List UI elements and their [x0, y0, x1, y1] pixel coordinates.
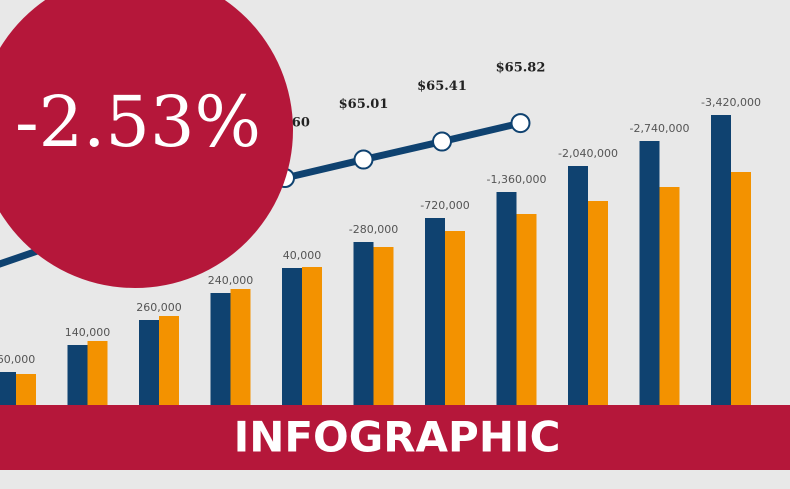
bar [67, 345, 88, 405]
bar [302, 267, 322, 405]
bar [373, 247, 394, 405]
badge-circle [0, 0, 293, 288]
bar-label: 40,000 [283, 249, 322, 262]
bar-label: 60,000 [0, 353, 35, 366]
bar [159, 316, 179, 405]
bar [230, 289, 251, 405]
bar-label: 260,000 [136, 301, 182, 314]
bar [516, 214, 537, 405]
bar-label: -3,420,000 [701, 96, 761, 109]
bar [139, 320, 159, 405]
bar [731, 172, 751, 405]
line-label: $65.82 [496, 61, 546, 76]
bar-label: 140,000 [65, 326, 111, 339]
bar [210, 293, 231, 405]
bar [87, 341, 108, 405]
bar-label: -280,000 [349, 223, 398, 236]
plot: 60,000 140,000 260,000 240,000 40,000 -280,00… [0, 61, 761, 405]
line-point [353, 149, 374, 170]
bar [711, 115, 731, 405]
bar [588, 201, 608, 405]
bar [0, 372, 16, 405]
line-label: $65.01 [339, 97, 389, 112]
banner-text: INFOGRAPHIC [234, 413, 561, 462]
line-label: $65.41 [417, 79, 467, 94]
bar-label: -720,000 [420, 199, 469, 212]
line-point [510, 113, 531, 134]
line-point [432, 131, 452, 152]
bar-label: -2,740,000 [630, 122, 690, 135]
bar [445, 231, 465, 405]
bar [425, 218, 445, 405]
bar [282, 268, 302, 405]
bar [353, 242, 374, 405]
bar-label: 240,000 [208, 274, 254, 287]
bar-label: -1,360,000 [487, 173, 547, 186]
bar [659, 187, 680, 405]
banner-band [0, 405, 790, 470]
badge-text: -2.53% [15, 81, 261, 163]
bar [16, 374, 36, 405]
bar [639, 141, 660, 405]
bar [568, 166, 588, 405]
bar [496, 192, 517, 405]
bar-label: -2,040,000 [558, 147, 618, 160]
